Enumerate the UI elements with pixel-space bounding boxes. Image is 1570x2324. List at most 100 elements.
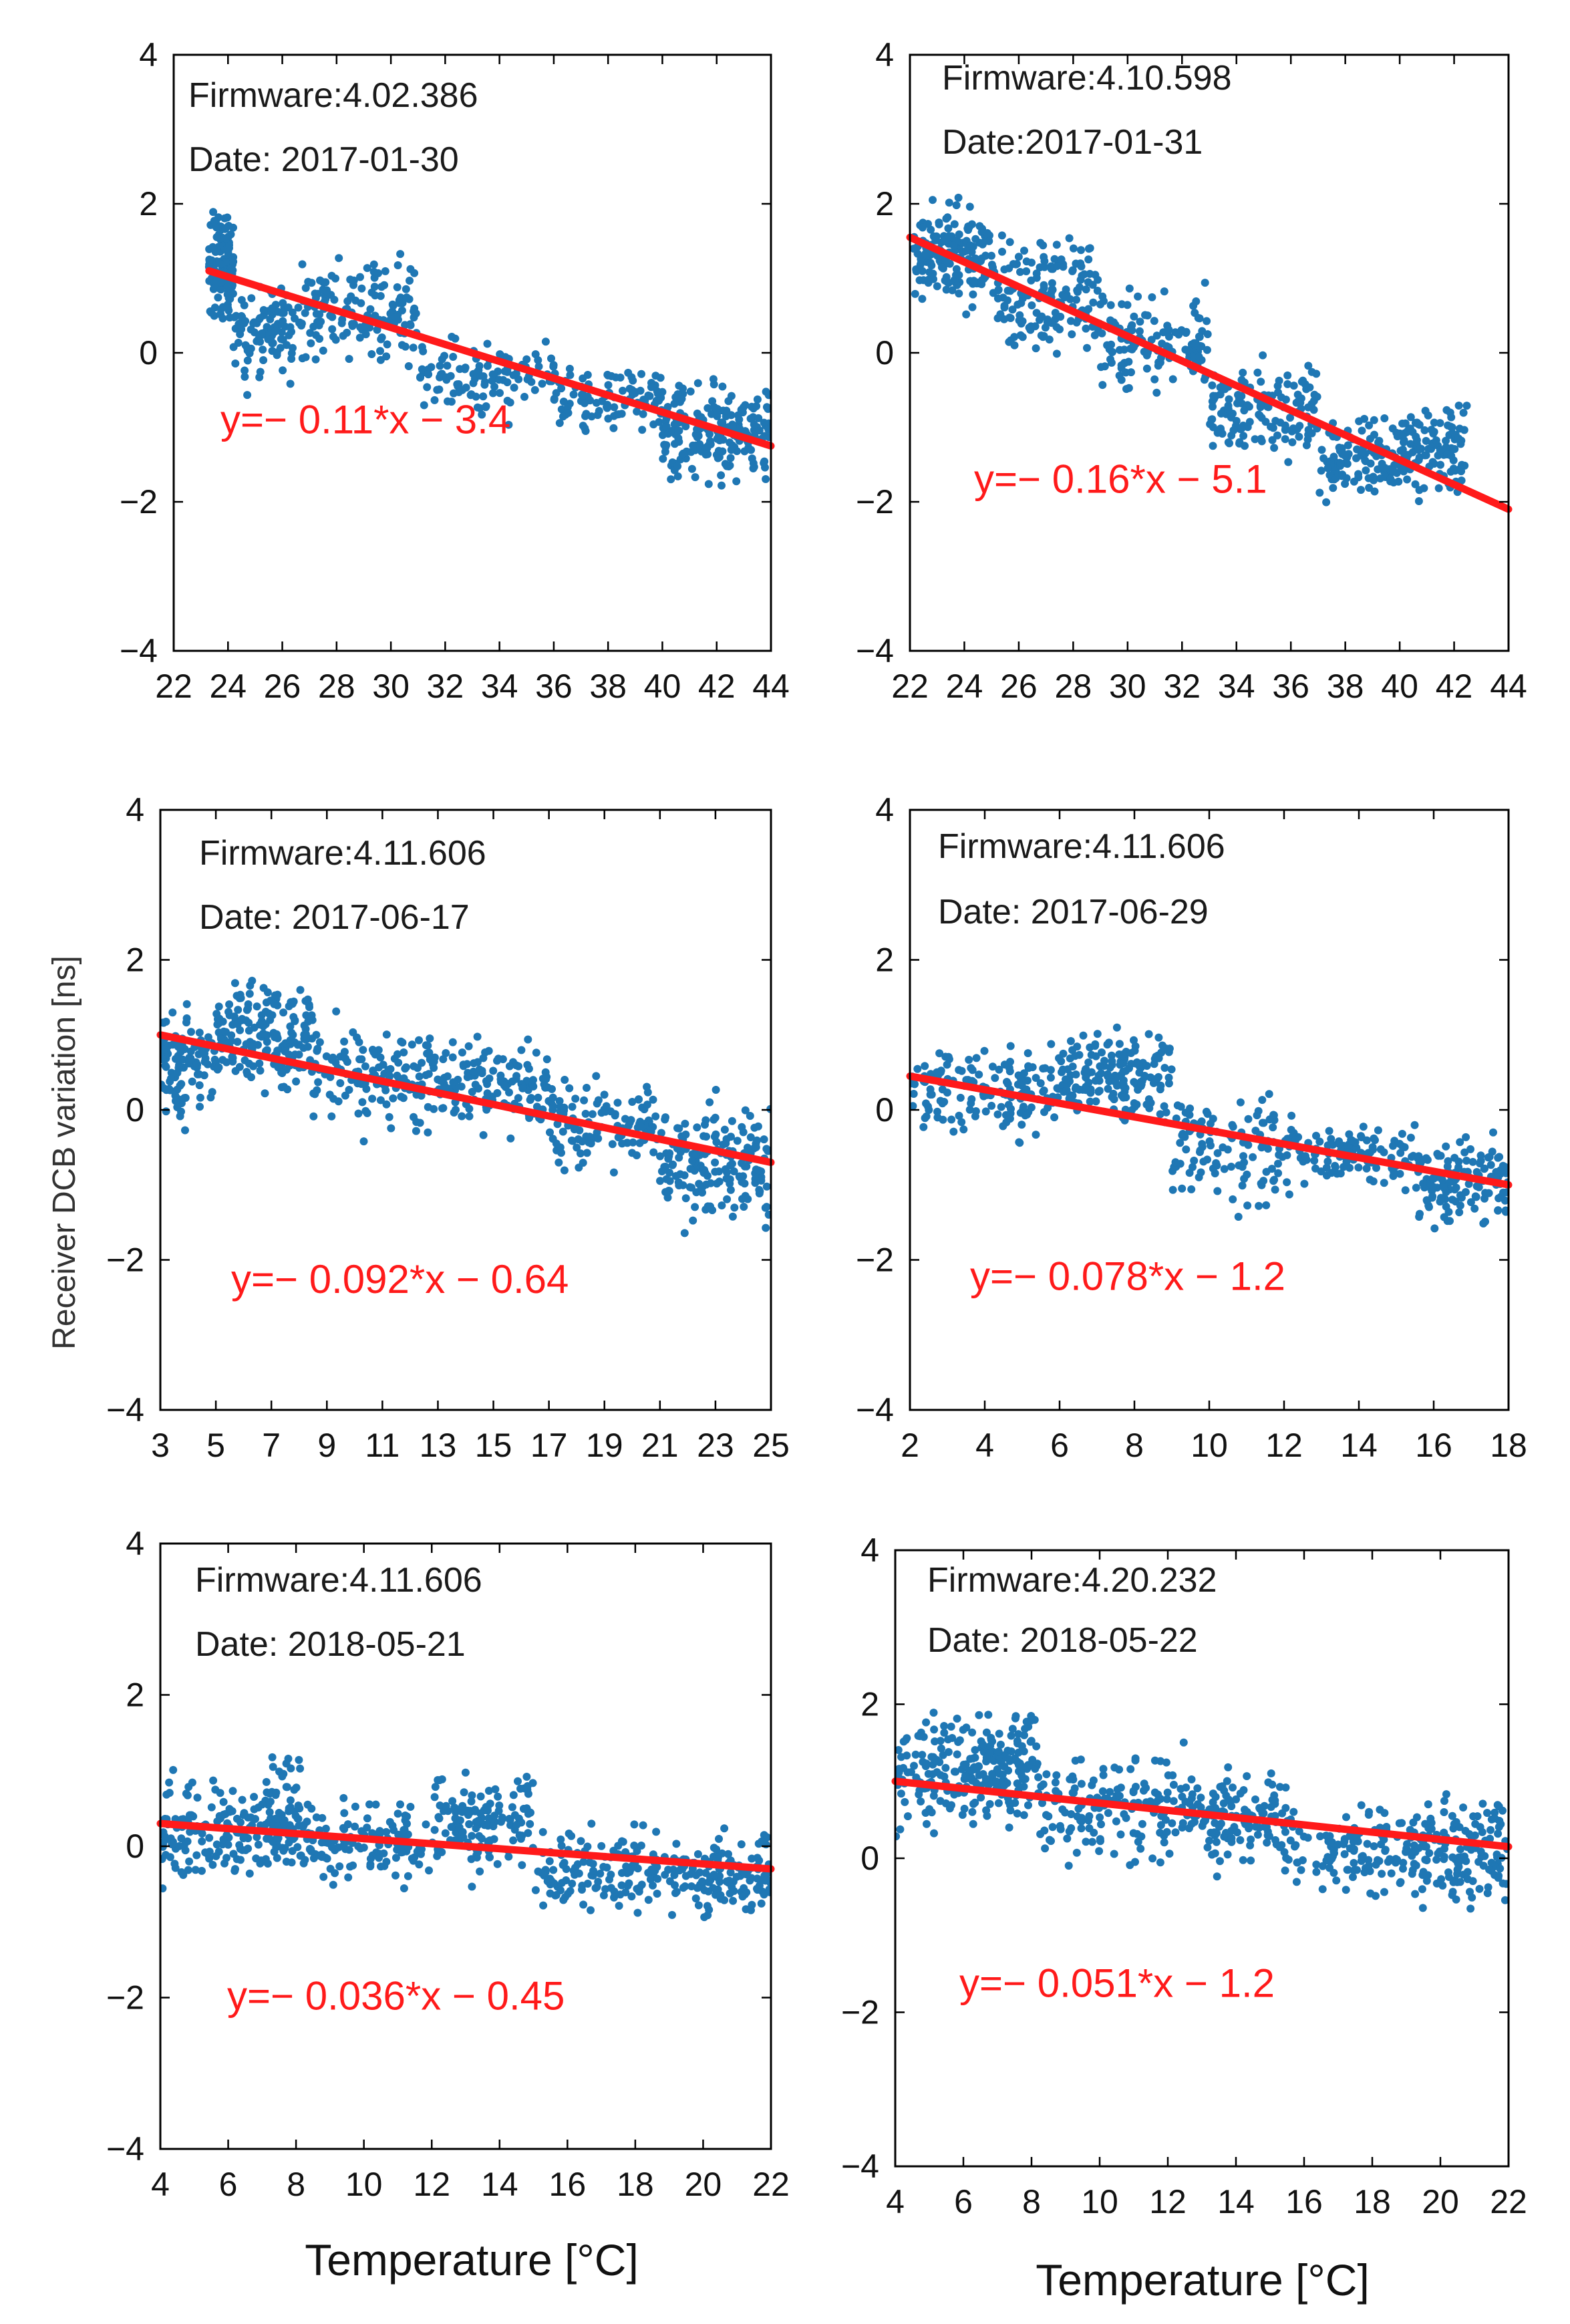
scatter-point [1360,1868,1369,1876]
scatter-point [941,276,949,285]
scatter-point [561,1076,569,1084]
scatter-point [1273,382,1282,390]
scatter-point [1094,1087,1103,1096]
scatter-point [1499,1806,1507,1815]
scatter-point [272,1788,281,1797]
scatter-point [1093,287,1102,295]
scatter-point [254,1040,262,1049]
scatter-point [1150,1060,1158,1068]
scatter-point [1077,1779,1086,1788]
scatter-point [1360,414,1369,423]
scatter-point [1281,1828,1289,1836]
scatter-point [703,444,712,452]
scatter-point [367,350,376,358]
scatter-point [1448,1891,1456,1899]
scatter-point [458,1801,467,1810]
scatter-point [1257,434,1265,443]
scatter-point [512,1061,520,1070]
scatter-point [954,193,963,202]
scatter-point [414,1064,422,1072]
scatter-point [1275,1151,1283,1159]
scatter-point [1369,1177,1378,1185]
scatter-point [1213,1872,1221,1881]
scatter-point [1327,1838,1336,1847]
scatter-point [438,1104,446,1113]
scatter-point [1461,1827,1470,1835]
scatter-point [302,1030,310,1038]
scatter-point [301,353,310,361]
scatter-point [243,391,252,400]
scatter-point [1150,375,1159,384]
scatter-point [995,1729,1003,1738]
scatter-point [968,1807,977,1816]
scatter-point [694,432,703,440]
scatter-point [519,1805,528,1813]
scatter-point [200,1058,209,1066]
scatter-point [1267,1165,1276,1173]
scatter-point [430,1057,438,1066]
scatter-point [1177,326,1186,335]
scatter-point [1190,1157,1199,1165]
scatter-point [1127,323,1135,331]
scatter-point [259,306,268,314]
scatter-point [993,1110,1002,1119]
scatter-point [400,1884,408,1892]
scatter-point [480,380,489,389]
scatter-point [453,1835,462,1844]
scatter-point [568,1103,577,1111]
scatter-point [514,1777,522,1785]
scatter-point [1046,1073,1055,1082]
scatter-point [527,378,536,386]
scatter-point [439,1055,448,1064]
scatter-point [899,1763,907,1772]
scatter-point [1203,1843,1212,1852]
scatter-point [1017,1769,1026,1777]
scatter-point [596,1870,605,1878]
scatter-point [359,1137,368,1146]
scatter-point [983,229,991,237]
scatter-point [1098,329,1106,337]
scatter-point [1440,1213,1448,1221]
scatter-point [691,1150,700,1159]
scatter-point [761,1203,770,1212]
scatter-point [375,1827,384,1836]
scatter-point [270,1848,279,1856]
scatter-point [520,392,528,401]
scatter-point [1307,429,1316,438]
scatter-point [540,1871,548,1880]
scatter-point [1257,378,1265,386]
scatter-point [1048,279,1056,287]
scatter-point [269,1763,277,1771]
x-tick-label: 17 [530,1427,568,1464]
scatter-point [239,1834,248,1842]
scatter-point [1142,351,1151,359]
scatter-point [1251,1795,1259,1803]
scatter-point [1060,293,1069,301]
scatter-point [549,361,558,370]
fit-equation: y=− 0.16*x − 5.1 [974,457,1267,502]
scatter-point [566,371,575,380]
scatter-point [933,282,941,291]
scatter-point [1414,456,1423,464]
scatter-point [1247,1835,1255,1844]
scatter-point [191,1866,200,1874]
scatter-point [1380,414,1389,422]
scatter-point [241,1846,250,1854]
scatter-point [679,449,687,458]
scatter-point [673,472,682,480]
scatter-point [296,986,305,994]
scatter-point [1115,1040,1124,1048]
scatter-point [1070,1789,1078,1797]
scatter-point [972,1054,981,1062]
scatter-point [1315,488,1324,497]
scatter-point [357,1055,366,1064]
scatter-point [385,1113,394,1121]
scatter-point [1268,1795,1277,1804]
scatter-point [177,1107,185,1116]
scatter-point [1325,1864,1334,1872]
scatter-point [491,1785,500,1793]
scatter-point [245,1018,253,1027]
scatter-point [638,426,647,434]
scatter-point [212,1010,221,1018]
scatter-point [531,1886,540,1894]
